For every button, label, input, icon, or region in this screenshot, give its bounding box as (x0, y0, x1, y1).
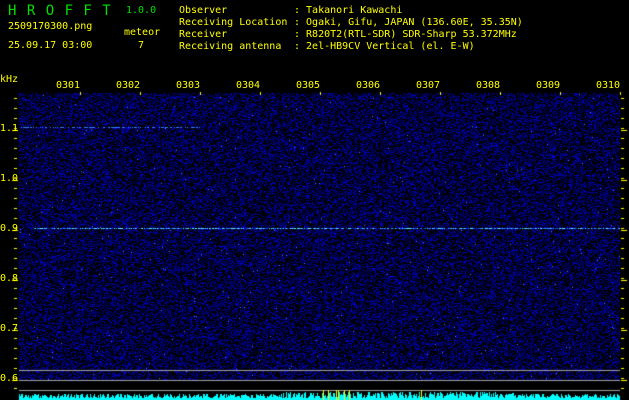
info-label: Receiver (179, 29, 228, 40)
time-label: 0304 (236, 80, 261, 91)
app-logo: H R O F F T (8, 3, 112, 19)
time-label: 0307 (416, 80, 441, 91)
freq-label: 1.0 (0, 173, 19, 184)
time-label: 0309 (536, 80, 561, 91)
info-label: Observer (179, 5, 228, 16)
time-label: 0308 (476, 80, 501, 91)
time-label: 0310 (596, 80, 621, 91)
datetime: 25.09.17 03:00 (8, 40, 93, 51)
freq-label: 0.8 (0, 273, 19, 284)
info-value: : 2el-HB9CV Vertical (el. E-W) (294, 41, 475, 52)
time-label: 0305 (296, 80, 321, 91)
info-value: : R820T2(RTL-SDR) SDR-Sharp 53.372MHz (294, 29, 517, 40)
freq-label: 0.6 (0, 373, 19, 384)
time-label: 0301 (56, 80, 81, 91)
time-label: 0302 (116, 80, 141, 91)
freq-label: 0.9 (0, 223, 19, 234)
freq-label: 1.1 (0, 123, 19, 134)
meteor-label: meteor (124, 27, 161, 38)
info-value: : Ogaki, Gifu, JAPAN (136.60E, 35.35N) (294, 17, 523, 28)
filename: 2509170300.png (8, 21, 93, 32)
meteor-count: 7 (138, 40, 145, 51)
time-label: 0303 (176, 80, 201, 91)
app-version: 1.0.0 (126, 5, 157, 16)
info-label: Receiving antenna (179, 41, 282, 52)
info-label: Receiving Location (179, 17, 288, 28)
time-label: 0306 (356, 80, 381, 91)
unit-label: kHz (0, 74, 19, 85)
info-value: : Takanori Kawachi (294, 5, 403, 16)
freq-label: 0.7 (0, 323, 19, 334)
